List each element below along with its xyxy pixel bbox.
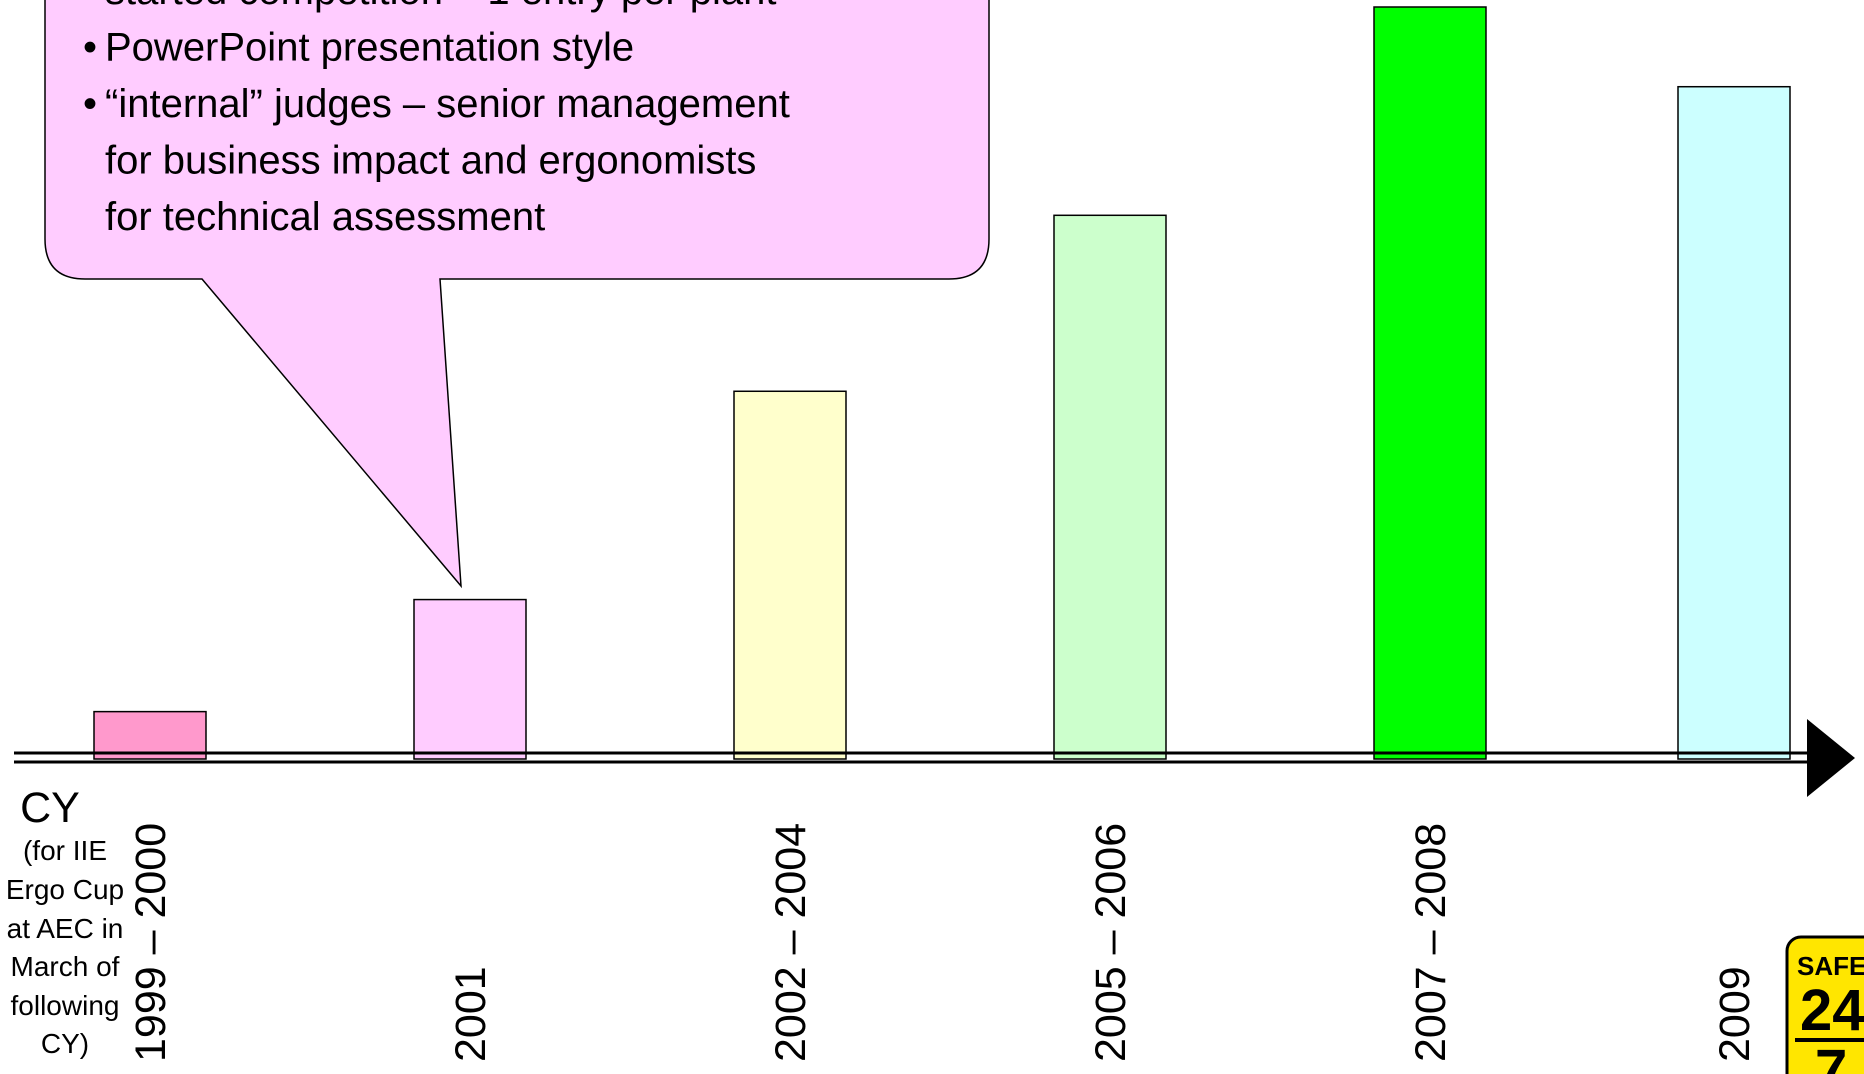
bar: [93, 710, 207, 760]
callout-text: “internal” judges – senior management: [105, 82, 790, 126]
logo-text: 7: [1815, 1038, 1847, 1074]
x-axis-note: (for IIE: [23, 835, 107, 866]
bar: [1053, 214, 1167, 760]
bullet: •: [83, 26, 97, 70]
callout-text: PowerPoint presentation style: [105, 26, 634, 70]
callout-text: started competition – 1 entry per plant: [105, 0, 776, 13]
x-axis-note: following: [11, 990, 120, 1021]
x-tick-label: 2009: [1711, 966, 1759, 1062]
x-tick-label: 2002 – 2004: [767, 823, 815, 1062]
bar: [1677, 85, 1791, 760]
bar: [413, 598, 527, 760]
bullet: •: [83, 0, 97, 13]
bullet: •: [83, 82, 97, 126]
x-axis-note: at AEC in: [7, 913, 124, 944]
logo: SAFETY 24 7: [1785, 935, 1864, 1074]
callout-bubble: [44, 0, 990, 589]
logo-text: 24: [1800, 978, 1864, 1043]
x-axis-label: CY: [20, 784, 80, 832]
logo-text: SAFETY: [1797, 951, 1864, 981]
callout-text: for business impact and ergonomists: [105, 139, 756, 183]
x-tick-label: 2007 – 2008: [1407, 823, 1455, 1062]
axis-arrow: [1807, 719, 1855, 797]
x-axis-note: CY): [41, 1028, 89, 1059]
bar: [1373, 6, 1487, 760]
x-tick-label: 2005 – 2006: [1087, 823, 1135, 1062]
x-axis-note: Ergo Cup: [6, 874, 124, 905]
x-tick-label: 2001: [447, 966, 495, 1062]
x-axis-note: March of: [11, 951, 120, 982]
x-tick-label: 1999 – 2000: [127, 823, 175, 1062]
bar: [733, 390, 847, 760]
callout-text: for technical assessment: [105, 195, 545, 239]
